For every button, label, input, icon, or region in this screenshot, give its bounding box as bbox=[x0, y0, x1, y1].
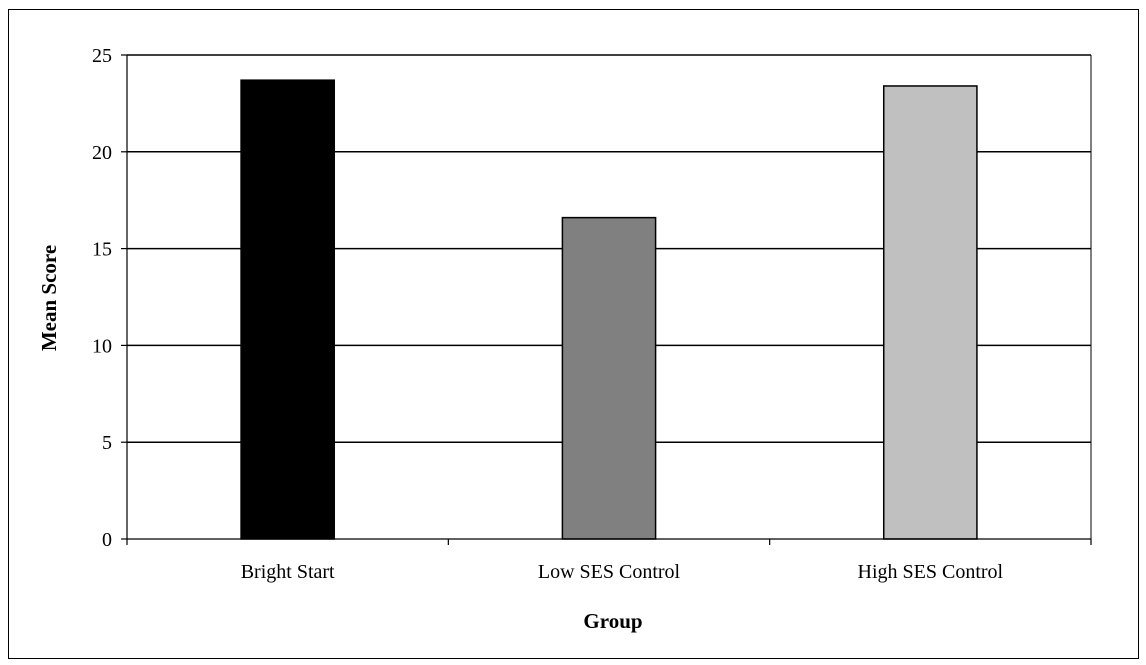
y-tick-label: 10 bbox=[92, 335, 112, 357]
y-tick-label: 20 bbox=[92, 142, 112, 164]
y-tick-label: 5 bbox=[102, 432, 112, 454]
y-tick-label: 25 bbox=[92, 45, 112, 67]
x-tick-label: High SES Control bbox=[858, 561, 1004, 583]
x-tick-label: Bright Start bbox=[241, 561, 335, 583]
x-axis-title: Group bbox=[583, 609, 642, 633]
y-tick-label: 0 bbox=[102, 529, 112, 551]
y-tick-labels: 0 5 10 15 20 25 bbox=[92, 45, 127, 551]
y-tick-label: 15 bbox=[92, 239, 112, 261]
bar-low-ses-control bbox=[561, 216, 657, 540]
x-tick-label: Low SES Control bbox=[538, 561, 681, 583]
axes bbox=[126, 54, 1092, 540]
y-axis-title: Mean Score bbox=[37, 245, 61, 351]
bar-high-ses-control bbox=[882, 85, 978, 540]
bars bbox=[240, 79, 978, 540]
bar-bright-start bbox=[240, 79, 336, 540]
x-tick-labels: Bright Start Low SES Control High SES Cont… bbox=[126, 539, 1092, 583]
